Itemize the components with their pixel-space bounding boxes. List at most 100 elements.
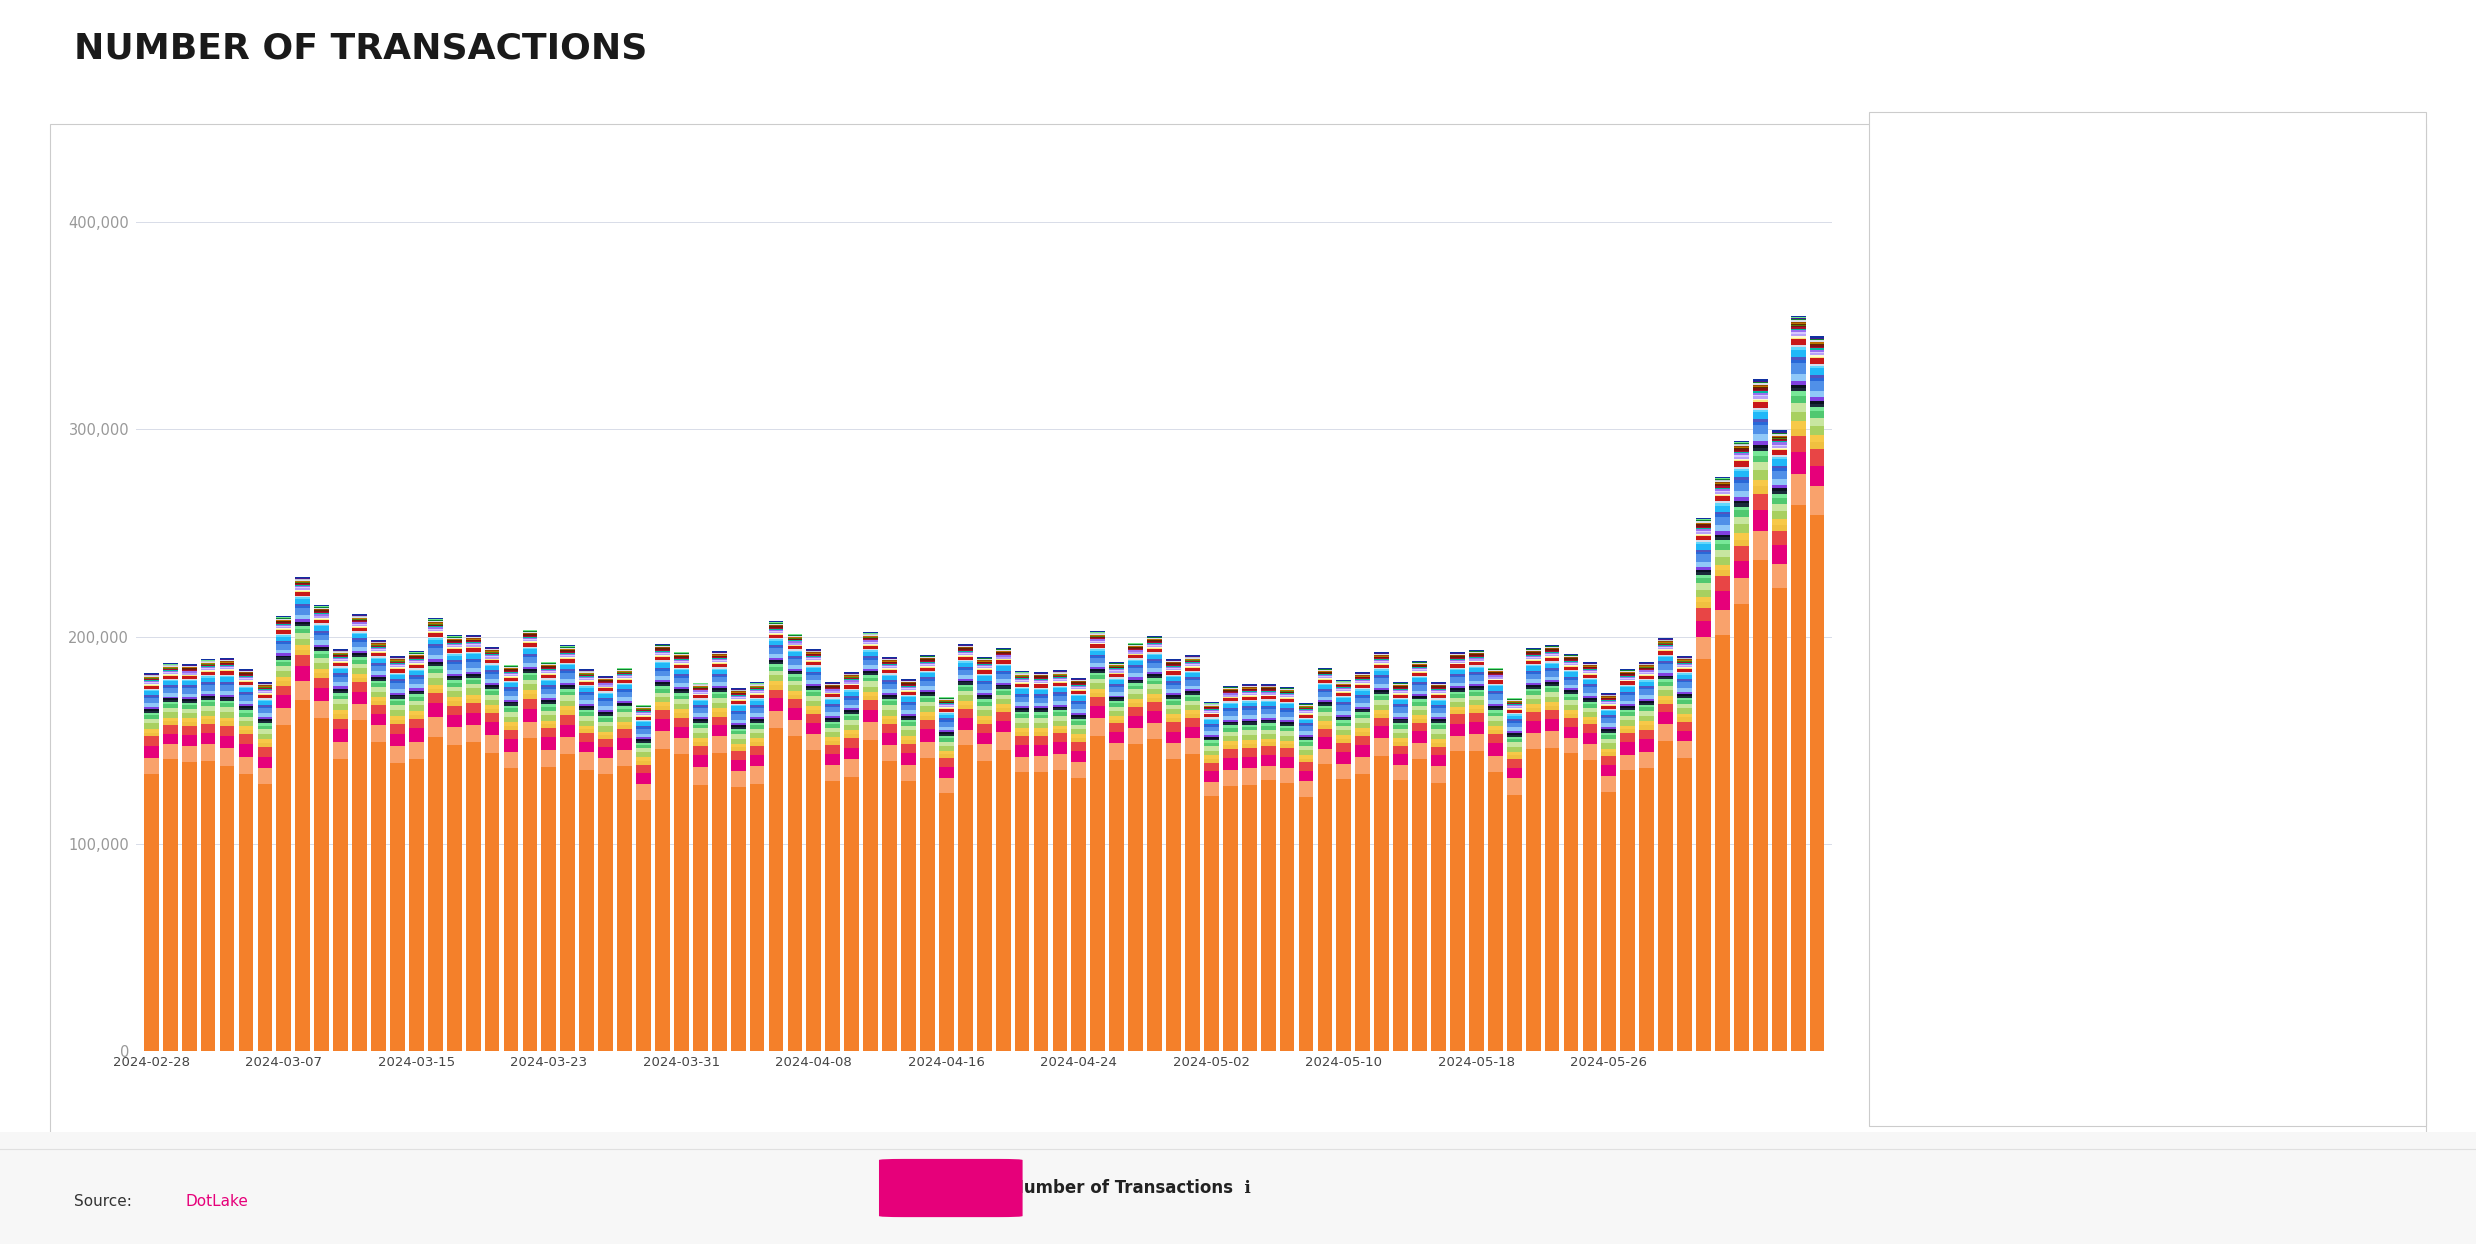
- Bar: [1639, 675, 1654, 679]
- Bar: [1411, 678, 1426, 682]
- Bar: [144, 774, 158, 1051]
- Bar: [352, 693, 366, 704]
- Text: darwinia: darwinia: [2226, 684, 2275, 698]
- Bar: [220, 708, 235, 713]
- Bar: [1166, 719, 1181, 723]
- Bar: [238, 692, 253, 694]
- Bar: [334, 675, 349, 677]
- Bar: [1753, 531, 1768, 560]
- Bar: [1525, 672, 1540, 674]
- Bar: [1015, 697, 1030, 703]
- Bar: [1696, 590, 1711, 597]
- Bar: [220, 666, 235, 667]
- Bar: [1354, 713, 1369, 715]
- FancyBboxPatch shape: [1884, 489, 1931, 508]
- Bar: [1582, 702, 1597, 704]
- Bar: [465, 703, 480, 713]
- Bar: [485, 685, 500, 687]
- Text: unique: unique: [1949, 530, 1988, 544]
- Bar: [1032, 755, 1047, 771]
- Bar: [1394, 733, 1409, 738]
- Bar: [636, 725, 651, 728]
- Bar: [295, 646, 310, 651]
- Bar: [1243, 715, 1258, 719]
- Bar: [391, 675, 404, 679]
- Bar: [163, 687, 178, 688]
- Bar: [579, 722, 594, 725]
- Bar: [1337, 710, 1352, 714]
- Bar: [1072, 722, 1087, 724]
- Bar: [844, 692, 859, 697]
- Bar: [1354, 731, 1369, 736]
- Bar: [352, 659, 366, 664]
- Bar: [1431, 725, 1446, 729]
- Bar: [1619, 688, 1634, 692]
- Bar: [978, 695, 990, 697]
- Bar: [1394, 720, 1409, 723]
- Bar: [465, 684, 480, 688]
- Bar: [238, 713, 253, 717]
- Bar: [201, 684, 215, 685]
- Bar: [1374, 726, 1389, 738]
- Bar: [163, 693, 178, 697]
- Bar: [1317, 729, 1332, 738]
- Bar: [617, 679, 631, 683]
- Bar: [825, 765, 839, 781]
- Bar: [314, 644, 329, 647]
- Bar: [1619, 715, 1634, 720]
- Bar: [636, 739, 651, 740]
- Bar: [921, 715, 936, 720]
- Bar: [163, 744, 178, 759]
- Bar: [768, 654, 782, 658]
- Bar: [1619, 713, 1634, 715]
- Bar: [901, 720, 916, 723]
- Bar: [1411, 677, 1426, 678]
- Bar: [958, 729, 973, 745]
- Bar: [1280, 741, 1295, 744]
- Bar: [693, 720, 708, 723]
- Bar: [352, 668, 366, 674]
- Bar: [693, 741, 708, 746]
- Bar: [673, 754, 688, 1051]
- Bar: [711, 708, 725, 713]
- Bar: [1223, 770, 1238, 786]
- Bar: [825, 700, 839, 704]
- Bar: [1374, 671, 1389, 675]
- Bar: [1052, 688, 1067, 692]
- Bar: [825, 720, 839, 722]
- Bar: [636, 734, 651, 738]
- Bar: [1810, 515, 1825, 1051]
- Bar: [277, 667, 292, 672]
- Bar: [238, 688, 253, 692]
- Bar: [1186, 714, 1201, 718]
- Bar: [1260, 725, 1275, 729]
- Bar: [807, 690, 822, 693]
- Bar: [1297, 796, 1312, 1051]
- Bar: [446, 728, 461, 745]
- Bar: [1619, 679, 1634, 680]
- Bar: [295, 623, 310, 626]
- Bar: [1203, 743, 1218, 746]
- Bar: [1676, 695, 1691, 698]
- Bar: [1451, 688, 1466, 689]
- FancyBboxPatch shape: [1884, 566, 1931, 585]
- Bar: [1431, 729, 1446, 734]
- Bar: [901, 703, 916, 705]
- Bar: [295, 633, 310, 639]
- Bar: [334, 699, 349, 704]
- Bar: [958, 653, 973, 656]
- Bar: [1545, 719, 1560, 731]
- FancyBboxPatch shape: [1884, 335, 1931, 353]
- Bar: [1790, 373, 1805, 381]
- Bar: [1696, 540, 1711, 542]
- Bar: [787, 690, 802, 694]
- Bar: [144, 697, 158, 698]
- Bar: [881, 680, 896, 682]
- Bar: [560, 656, 574, 657]
- Bar: [352, 634, 366, 638]
- Bar: [1696, 578, 1711, 583]
- Bar: [1166, 723, 1181, 731]
- Bar: [1317, 684, 1332, 685]
- Bar: [1619, 729, 1634, 733]
- Bar: [1451, 671, 1466, 674]
